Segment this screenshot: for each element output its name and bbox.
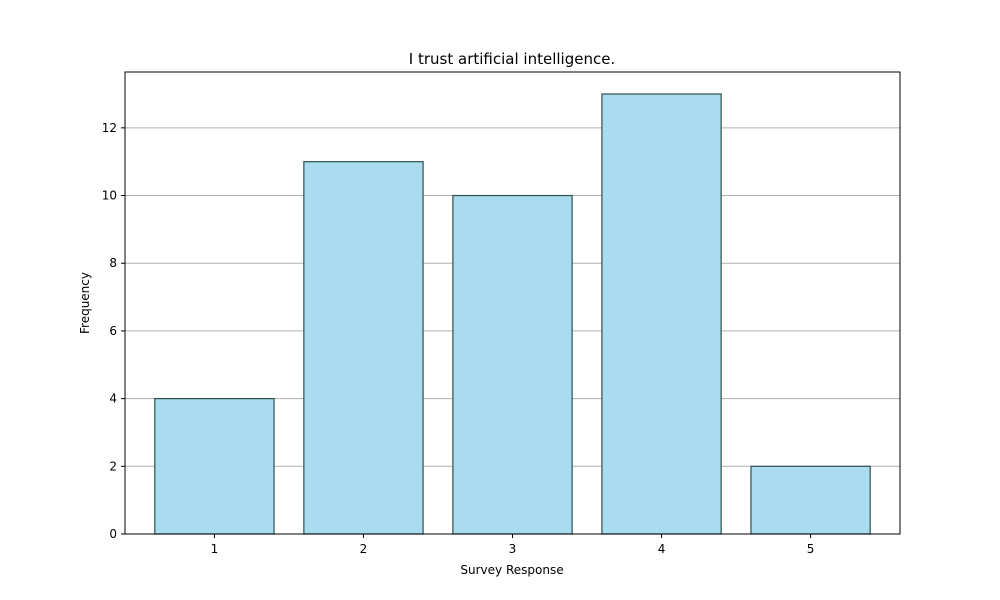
y-tick-label-2: 4 xyxy=(109,392,117,406)
y-axis-ticks: 0 2 4 6 8 10 12 xyxy=(102,121,125,541)
x-tick-label-5: 5 xyxy=(807,542,815,556)
y-tick-label-0: 0 xyxy=(109,527,117,541)
bar-1 xyxy=(154,398,275,535)
x-tick-label-3: 3 xyxy=(509,542,517,556)
y-tick-label-4: 8 xyxy=(109,256,117,270)
x-axis-ticks: 1 2 3 4 5 xyxy=(211,534,815,556)
y-tick-label-6: 12 xyxy=(102,121,117,135)
y-tick-label-3: 6 xyxy=(109,324,117,338)
bar-3 xyxy=(452,194,573,535)
x-axis-label: Survey Response xyxy=(460,563,563,577)
bar-5 xyxy=(750,465,871,535)
bar-2 xyxy=(303,161,424,535)
y-axis-label: Frequency xyxy=(78,272,92,334)
y-tick-label-1: 2 xyxy=(109,459,117,473)
chart-title: I trust artificial intelligence. xyxy=(409,50,615,68)
x-tick-label-1: 1 xyxy=(211,542,219,556)
bar-4 xyxy=(601,93,722,535)
x-tick-label-2: 2 xyxy=(360,542,368,556)
bars xyxy=(154,93,871,535)
y-tick-label-5: 10 xyxy=(102,189,117,203)
x-tick-label-4: 4 xyxy=(658,542,666,556)
